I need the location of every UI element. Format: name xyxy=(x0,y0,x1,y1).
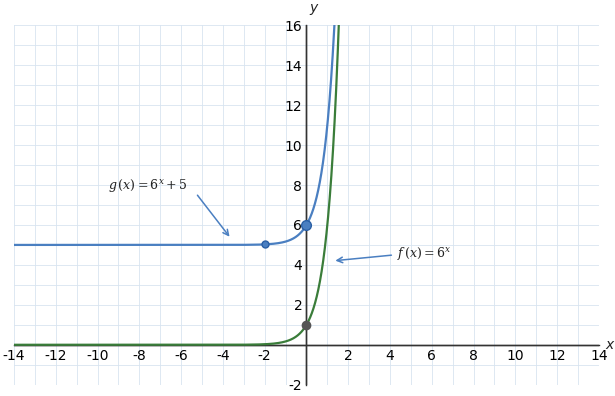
Text: $g\,(x)=6^x+5$: $g\,(x)=6^x+5$ xyxy=(108,177,188,194)
Text: y: y xyxy=(309,1,318,15)
Text: $f\,(x)=6^x$: $f\,(x)=6^x$ xyxy=(397,246,451,263)
Text: x: x xyxy=(605,338,613,352)
